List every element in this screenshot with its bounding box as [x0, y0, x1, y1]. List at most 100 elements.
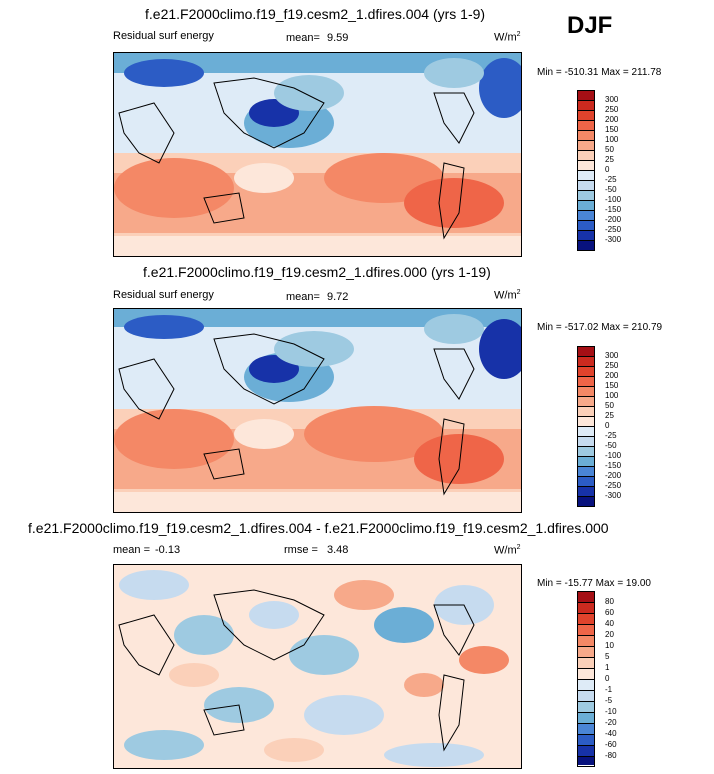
panel2-tick-label: -100 [605, 451, 622, 460]
panel3-colorbar-swatch [578, 658, 594, 669]
panel1-colorbar-swatch [578, 211, 594, 221]
panel2-variable-label: Residual surf energy [113, 289, 214, 301]
panel3-mean-value: -0.13 [155, 544, 181, 556]
panel3-colorbar-swatch [578, 636, 594, 647]
panel3-tick-label: -80 [605, 751, 617, 760]
panel3-colorbar-swatch [578, 746, 594, 757]
panel2-tick-label: -300 [605, 491, 622, 500]
panel3-colorbar-swatch [578, 603, 594, 614]
panel2-colorbar-swatch [578, 417, 594, 427]
panel2-tick-label: -200 [605, 471, 622, 480]
panel3-colorbar-swatch [578, 669, 594, 680]
panel1-colorbar-swatch [578, 201, 594, 211]
panel3-colorbar-swatch [578, 680, 594, 691]
panel3-tick-label: -1 [605, 685, 613, 694]
panel1-tick-label: 150 [605, 125, 619, 134]
panel3-colorbar [577, 591, 595, 767]
panel1-mean-value: 9.59 [327, 32, 349, 44]
panel2-colorbar-swatch [578, 357, 594, 367]
panel2-colorbar-swatch [578, 427, 594, 437]
panel2-mean-value: 9.72 [327, 291, 349, 303]
panel1-colorbar [577, 90, 595, 251]
panel1-map-svg [114, 53, 521, 256]
panel1-tick-label: -200 [605, 215, 622, 224]
panel1-colorbar-swatch [578, 121, 594, 131]
panel1-tick-label: 0 [605, 165, 610, 174]
panel2-tick-label: -150 [605, 461, 622, 470]
panel3-colorbar-swatch [578, 691, 594, 702]
panel2-colorbar-swatch [578, 407, 594, 417]
panel1-colorbar-swatch [578, 191, 594, 201]
panel3-colorbar-swatch [578, 735, 594, 746]
panel1-tick-label: -100 [605, 195, 622, 204]
panel1-tick-label: 25 [605, 155, 614, 164]
panel2-tick-label: 300 [605, 351, 619, 360]
panel3-title: f.e21.F2000climo.f19_f19.cesm2_1.dfires.… [28, 520, 609, 536]
panel1-colorbar-swatch [578, 151, 594, 161]
panel3-tick-label: -20 [605, 718, 617, 727]
panel1-colorbar-swatch [578, 131, 594, 141]
panel1-tick-label: 300 [605, 95, 619, 104]
panel3-colorbar-swatch [578, 625, 594, 636]
panel2-tick-label: 250 [605, 361, 619, 370]
panel3-rmse-label: rmse = [284, 544, 318, 556]
panel1-colorbar-swatch [578, 111, 594, 121]
panel2-tick-label: 25 [605, 411, 614, 420]
panel1-tick-label: -250 [605, 225, 622, 234]
panel2-colorbar-swatch [578, 347, 594, 357]
panel3-colorbar-swatch [578, 702, 594, 713]
panel3-tick-label: 20 [605, 630, 614, 639]
panel3-tick-label: 60 [605, 608, 614, 617]
panel1-tick-label: -300 [605, 235, 622, 244]
panel3-tick-label: 40 [605, 619, 614, 628]
panel2-tick-label: -250 [605, 481, 622, 490]
panel3-tick-label: -5 [605, 696, 613, 705]
panel3-tick-label: 1 [605, 663, 610, 672]
panel1-tick-label: -25 [605, 175, 617, 184]
season-label: DJF [567, 12, 613, 39]
panel1-colorbar-swatch [578, 161, 594, 171]
panel2-colorbar-swatch [578, 437, 594, 447]
panel2-tick-label: -25 [605, 431, 617, 440]
panel2-tick-label: 0 [605, 421, 610, 430]
panel3-tick-label: -40 [605, 729, 617, 738]
panel2-map-svg [114, 309, 521, 512]
panel3-tick-label: 80 [605, 597, 614, 606]
panel1-tick-label: 250 [605, 105, 619, 114]
panel3-tick-label: 5 [605, 652, 610, 661]
panel1-colorbar-swatch [578, 101, 594, 111]
panel1-colorbar-swatch [578, 221, 594, 231]
panel2-colorbar-swatch [578, 367, 594, 377]
panel1-colorbar-swatch [578, 91, 594, 101]
panel1-variable-label: Residual surf energy [113, 30, 214, 42]
panel1-colorbar-swatch [578, 241, 594, 250]
panel1-colorbar-swatch [578, 141, 594, 151]
panel3-tick-label: -60 [605, 740, 617, 749]
panel1-tick-label: -150 [605, 205, 622, 214]
panel2-colorbar-swatch [578, 497, 594, 506]
panel2-tick-label: -50 [605, 441, 617, 450]
panel1-units: W/m2 [494, 31, 521, 44]
panel1-tick-label: 200 [605, 115, 619, 124]
panel3-map-svg [114, 565, 521, 768]
panel2-colorbar-swatch [578, 397, 594, 407]
panel1-colorbar-swatch [578, 181, 594, 191]
panel3-colorbar-swatch [578, 614, 594, 625]
panel2-colorbar-swatch [578, 457, 594, 467]
panel3-rmse-value: 3.48 [327, 544, 349, 556]
panel3-tick-label: 0 [605, 674, 610, 683]
panel3-mean-label: mean = [113, 544, 150, 556]
panel1-tick-label: 50 [605, 145, 614, 154]
panel1-mean-label: mean= [286, 32, 320, 44]
panel2-tick-label: 50 [605, 401, 614, 410]
panel2-colorbar-swatch [578, 477, 594, 487]
panel1-colorbar-swatch [578, 231, 594, 241]
panel2-tick-label: 150 [605, 381, 619, 390]
panel2-colorbar-swatch [578, 487, 594, 497]
panel1-colorbar-swatch [578, 171, 594, 181]
panel2-minmax: Min = -517.02 Max = 210.79 [537, 322, 663, 333]
panel3-colorbar-swatch [578, 757, 594, 765]
panel2-title: f.e21.F2000climo.f19_f19.cesm2_1.dfires.… [143, 264, 491, 280]
panel2-colorbar-swatch [578, 387, 594, 397]
panel3-tick-label: -10 [605, 707, 617, 716]
